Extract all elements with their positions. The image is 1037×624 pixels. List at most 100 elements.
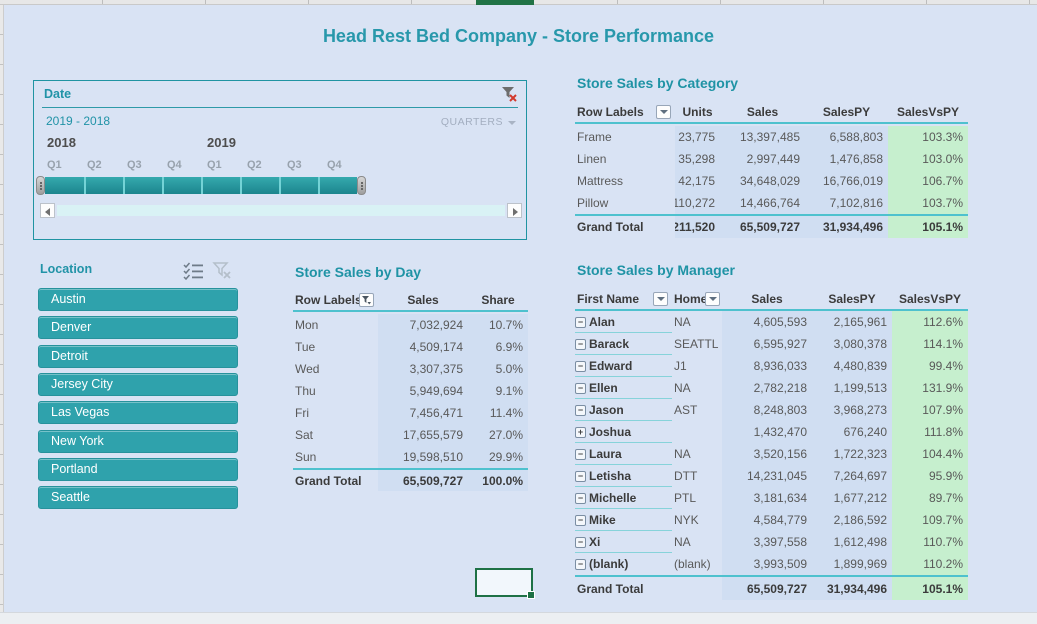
row-label-cell: Joshua [589,425,632,439]
value-cell: 3,307,375 [378,358,468,380]
value-cell: 107.9% [892,399,968,421]
timeline-segment[interactable] [84,177,123,194]
value-cell: 2,186,592 [812,509,892,531]
location-button-denver[interactable]: Denver [38,316,238,339]
timeline-handle-left[interactable] [36,176,45,195]
scroll-right-button[interactable] [507,203,522,218]
column-header: SalesPY [822,105,871,119]
value-cell: 3,181,634 [722,487,812,509]
column-header: Row Labels [295,293,359,307]
table-row: − Alan NA 4,605,593 2,165,961 112.6% [575,311,968,333]
selected-cell[interactable] [475,568,535,599]
quarter-label: Q3 [127,159,142,171]
value-cell: 3,397,558 [722,531,812,553]
timeline-segment[interactable] [201,177,240,194]
timeline-segment[interactable] [318,177,357,194]
table-row: Thu 5,949,694 9.1% [293,380,528,402]
chevron-down-icon [656,297,665,301]
pivot-table-manager: Store Sales by Manager First Name Home S… [575,258,968,604]
row-label-cell: Sun [295,450,317,464]
location-button-las-vegas[interactable]: Las Vegas [38,401,238,424]
grand-total-label: Grand Total [295,473,362,488]
collapse-button[interactable]: − [575,382,586,394]
location-button-seattle[interactable]: Seattle [38,486,238,509]
collapse-button[interactable]: − [575,360,586,372]
collapse-button[interactable]: − [575,558,586,570]
timeline-segment[interactable] [162,177,201,194]
table-row: Tue 4,509,174 6.9% [293,336,528,358]
row-label-cell: Pillow [577,196,609,210]
collapse-button[interactable]: − [575,492,586,504]
dropdown-button[interactable] [705,292,720,306]
collapse-button[interactable]: − [575,536,586,548]
value-cell: 6,588,803 [805,126,888,148]
value-cell: (blank) [674,557,711,571]
table-row: Fri 7,456,471 11.4% [293,402,528,424]
location-button-jersey-city[interactable]: Jersey City [38,373,238,396]
collapse-button[interactable]: − [575,338,586,350]
collapse-button[interactable]: − [575,316,586,328]
timeline-handle-right[interactable] [357,176,366,195]
value-cell: 17,655,579 [378,424,468,446]
value-cell: 1,199,513 [812,377,892,399]
timeline-segment[interactable] [123,177,162,194]
column-header: Home [674,292,705,306]
value-cell: 110.2% [892,553,968,575]
table-row: Sat 17,655,579 27.0% [293,424,528,446]
multi-select-icon[interactable] [183,262,205,281]
value-cell: 100.0% [468,470,528,491]
location-button-portland[interactable]: Portland [38,458,238,481]
table-row: Mon 7,032,924 10.7% [293,314,528,336]
timeline-segment[interactable] [240,177,279,194]
row-label-cell: Barack [589,337,630,351]
collapse-button[interactable]: − [575,470,586,482]
dropdown-button[interactable] [656,105,671,119]
location-button-austin[interactable]: Austin [38,288,238,311]
value-cell: 106.7% [888,170,968,192]
value-cell: PTL [674,491,697,505]
collapse-button[interactable]: − [575,404,586,416]
dropdown-button[interactable] [653,292,668,306]
collapse-button[interactable]: − [575,514,586,526]
scroll-left-button[interactable] [40,203,55,218]
column-header: Units [682,105,713,119]
expand-button[interactable]: + [575,426,586,438]
location-button-detroit[interactable]: Detroit [38,345,238,368]
period-dropdown[interactable]: QUARTERS [441,116,516,128]
value-cell: 3,520,156 [722,443,812,465]
header-row: Row Labels Sales Share [293,290,528,312]
timeline-segment[interactable] [279,177,318,194]
funnel-icon [362,295,371,304]
page-title: Head Rest Bed Company - Store Performanc… [322,26,715,46]
location-button-label: Jersey City [51,377,113,391]
filter-dropdown-button[interactable] [359,293,374,307]
clear-filter-icon[interactable] [500,85,518,103]
value-cell: 89.7% [892,487,968,509]
table-row: Sun 19,598,510 29.9% [293,446,528,468]
row-label-cell: Thu [295,384,316,398]
pivot-title: Store Sales by Manager [577,262,735,278]
value-cell: 1,677,212 [812,487,892,509]
collapse-button[interactable]: − [575,448,586,460]
table-row: − Letisha DTT 14,231,045 7,264,697 95.9% [575,465,968,487]
value-cell: 103.0% [888,148,968,170]
date-timeline-slicer: Date 2019 - 2018 QUARTERS 2018 2019 Q1 Q… [33,80,527,240]
pivot-title: Store Sales by Category [577,75,739,91]
value-cell: 31,934,496 [805,216,888,238]
value-cell: 211,520 [675,216,720,238]
value-cell: DTT [674,469,698,483]
value-cell: J1 [674,359,687,373]
date-slicer-title: Date [44,87,72,101]
value-cell: 6,595,927 [722,333,812,355]
location-button-new-york[interactable]: New York [38,430,238,453]
scrollbar-track[interactable] [57,205,505,216]
clear-filter-disabled-icon[interactable] [212,261,232,280]
value-cell: 8,248,803 [722,399,812,421]
value-cell [672,577,722,600]
timeline-segment[interactable] [45,177,84,194]
table-row: Linen 35,298 2,997,449 1,476,858 103.0% [575,148,968,170]
value-cell: 8,936,033 [722,355,812,377]
filter-dropdown-button-wrap [359,290,378,310]
column-header-edge [0,0,1037,5]
